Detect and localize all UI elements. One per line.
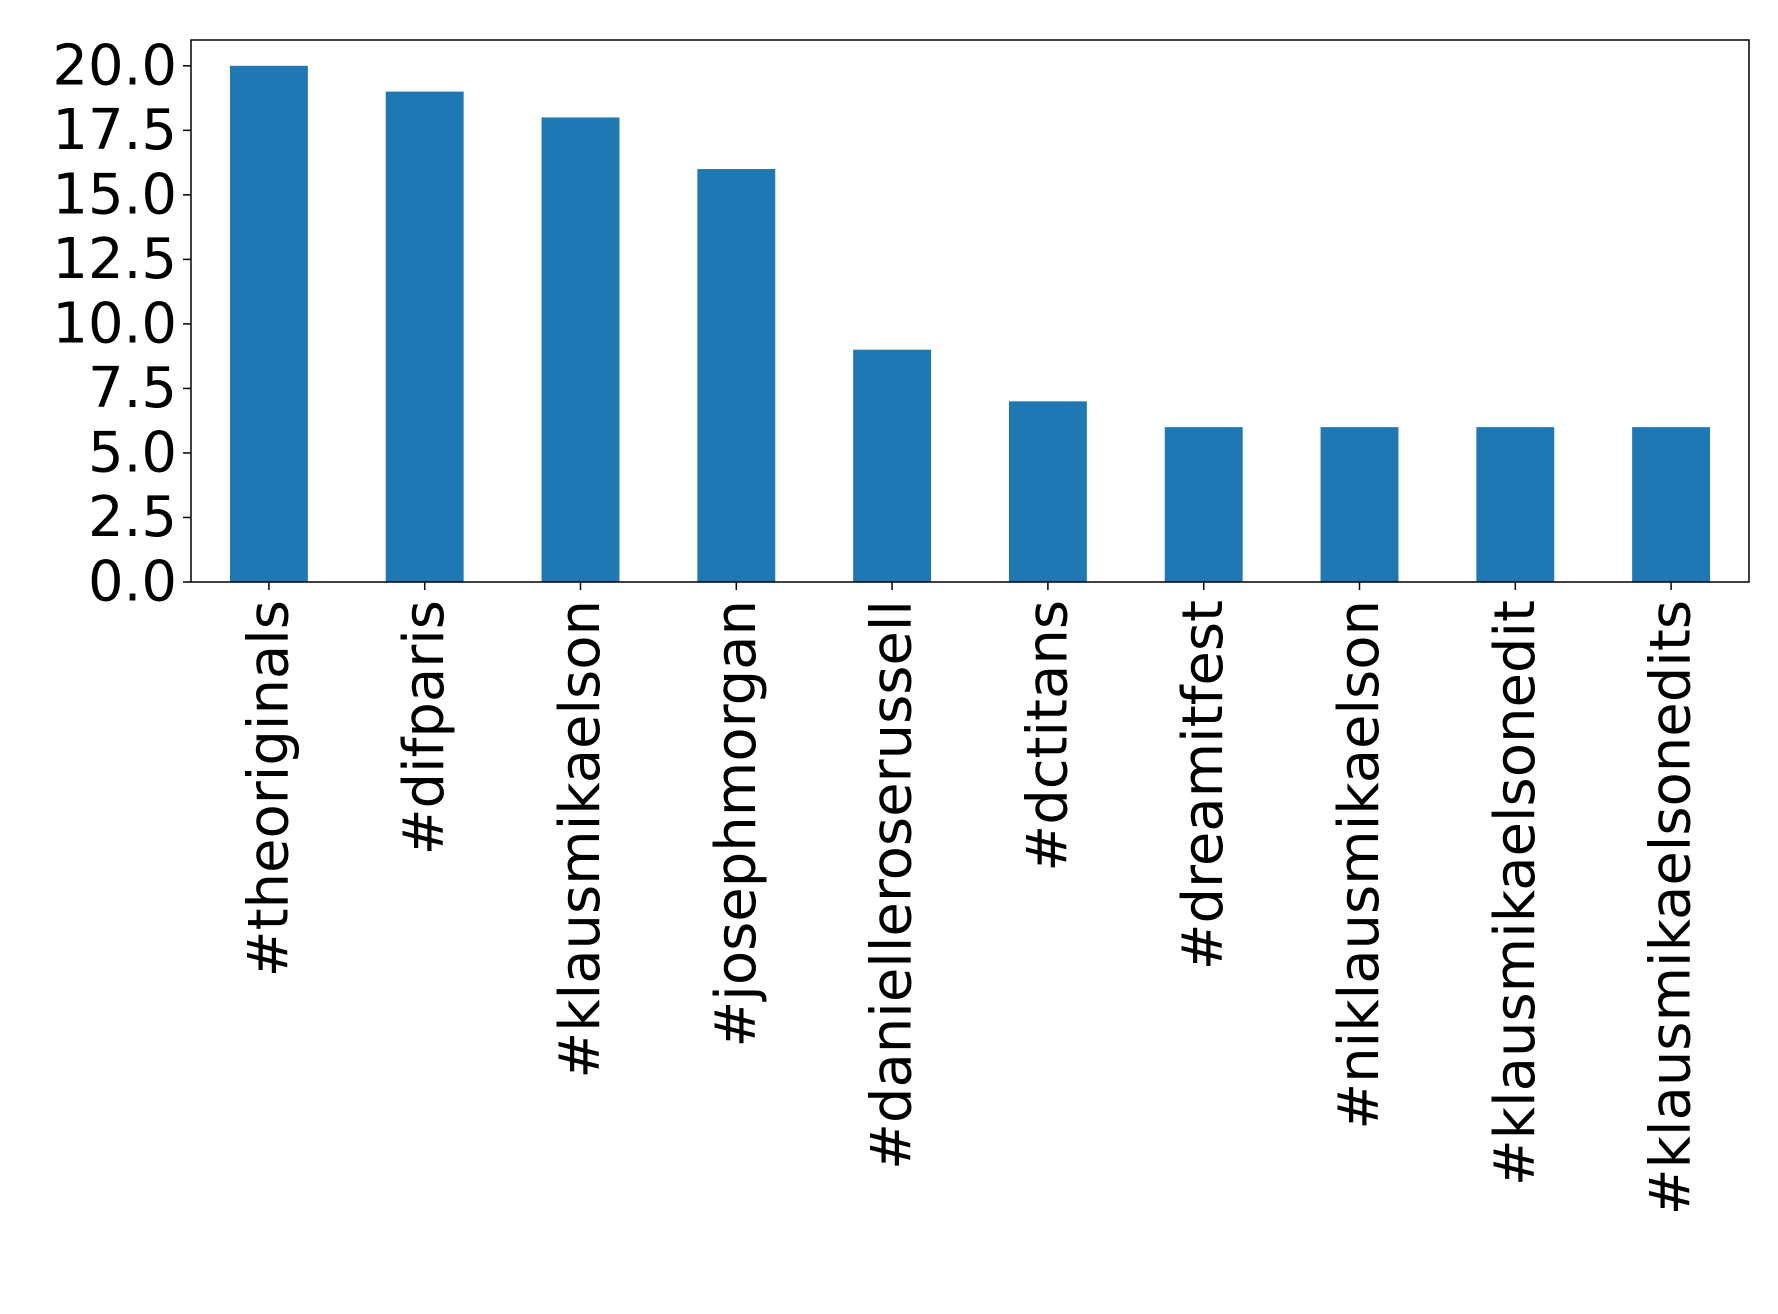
x-tick-label-9: #klausmikaelsonedits: [1639, 600, 1704, 1215]
y-axis: 0.02.55.07.510.012.515.017.520.0: [52, 33, 191, 615]
x-tick-label-1: #difparis: [392, 600, 457, 855]
bar-6: [1164, 427, 1243, 582]
y-tick-label-2: 5.0: [88, 420, 177, 485]
y-tick-label-4: 10.0: [52, 291, 177, 356]
bar-9: [1632, 427, 1711, 582]
x-tick-label-4: #danielleroserussell: [860, 600, 925, 1170]
bar-1: [385, 91, 464, 582]
y-tick-label-7: 17.5: [52, 98, 177, 163]
plot-frame: [190, 39, 1750, 583]
bar-7: [1320, 427, 1399, 582]
bar-0: [229, 65, 308, 583]
x-tick-label-6: #dreamitfest: [1171, 600, 1236, 970]
y-tick-label-3: 7.5: [88, 356, 177, 421]
x-tick-label-5: #dctitans: [1015, 600, 1080, 872]
bar-5: [1008, 401, 1087, 582]
x-tick-label-3: #josephmorgan: [704, 600, 769, 1048]
y-tick-label-8: 20.0: [52, 33, 177, 98]
y-tick-label-6: 15.0: [52, 162, 177, 227]
y-tick-label-5: 12.5: [52, 227, 177, 292]
bar-8: [1476, 427, 1555, 582]
x-tick-label-8: #klausmikaelsonedit: [1483, 600, 1548, 1186]
bar-3: [697, 169, 776, 583]
y-tick-label-1: 2.5: [88, 485, 177, 550]
bars-group: [229, 65, 1711, 583]
x-tick-label-2: #klausmikaelson: [548, 600, 613, 1079]
x-tick-label-0: #theoriginals: [236, 600, 301, 977]
bar-4: [853, 349, 932, 582]
bar-2: [541, 117, 620, 582]
y-tick-label-0: 0.0: [88, 550, 177, 615]
x-tick-label-7: #niklausmikaelson: [1327, 600, 1392, 1130]
x-axis: #theoriginals #difparis #klausmikaelson #jo…: [236, 582, 1704, 1215]
